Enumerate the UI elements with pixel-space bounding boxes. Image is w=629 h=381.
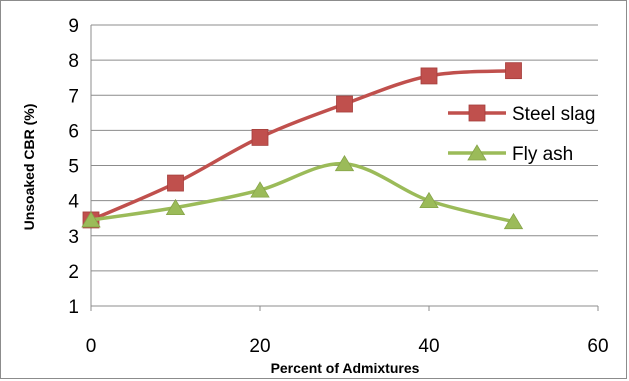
- y-tick-label: 2: [68, 262, 79, 283]
- fly-ash-point: [334, 154, 355, 172]
- x-tick-label: 40: [418, 336, 439, 357]
- x-tick-labels: 0 20 40 60: [86, 336, 609, 357]
- x-tick-label: 60: [587, 336, 608, 357]
- legend-label: Steel slag: [512, 104, 595, 125]
- series-steel-slag: [82, 62, 522, 229]
- fly-ash-line: [90, 161, 514, 224]
- series-group: [81, 62, 524, 230]
- legend-swatch-marker: [468, 104, 486, 122]
- steel-slag-point: [336, 95, 353, 113]
- y-axis-title: Unsoaked CBR (%): [21, 104, 37, 231]
- y-tick-label: 1: [68, 297, 79, 318]
- x-tick-label: 20: [249, 336, 270, 357]
- legend: Steel slag Fly ash: [448, 104, 595, 165]
- fly-ash-point: [419, 191, 439, 209]
- y-tick-label: 5: [68, 157, 79, 178]
- steel-slag-point: [505, 62, 522, 80]
- steel-slag-point: [420, 67, 438, 85]
- y-tick-label: 9: [68, 16, 79, 37]
- legend-swatch-marker: [467, 144, 487, 161]
- legend-item-steel-slag: Steel slag: [448, 104, 595, 125]
- legend-label: Fly ash: [512, 144, 573, 165]
- legend-item-fly-ash: Fly ash: [448, 144, 573, 165]
- y-tick-label: 7: [68, 86, 79, 107]
- steel-slag-point: [167, 174, 184, 192]
- grid-lines: [91, 24, 598, 272]
- axes: [90, 25, 599, 311]
- y-tick-label: 6: [68, 121, 79, 142]
- y-tick-label: 3: [68, 227, 79, 248]
- steel-slag-line: [90, 68, 514, 222]
- fly-ash-point: [81, 211, 101, 228]
- y-tick-label: 8: [68, 51, 79, 72]
- y-tick-label: 4: [68, 192, 79, 213]
- x-axis-title: Percent of Admixtures: [271, 360, 420, 376]
- fly-ash-point: [250, 181, 270, 198]
- fly-ash-point: [503, 212, 524, 230]
- x-tick-label: 0: [86, 336, 97, 357]
- series-fly-ash: [81, 154, 524, 230]
- y-tick-labels: 1 2 3 4 5 6 7 8 9: [68, 16, 79, 318]
- fly-ash-point: [165, 198, 186, 216]
- steel-slag-point: [251, 128, 269, 146]
